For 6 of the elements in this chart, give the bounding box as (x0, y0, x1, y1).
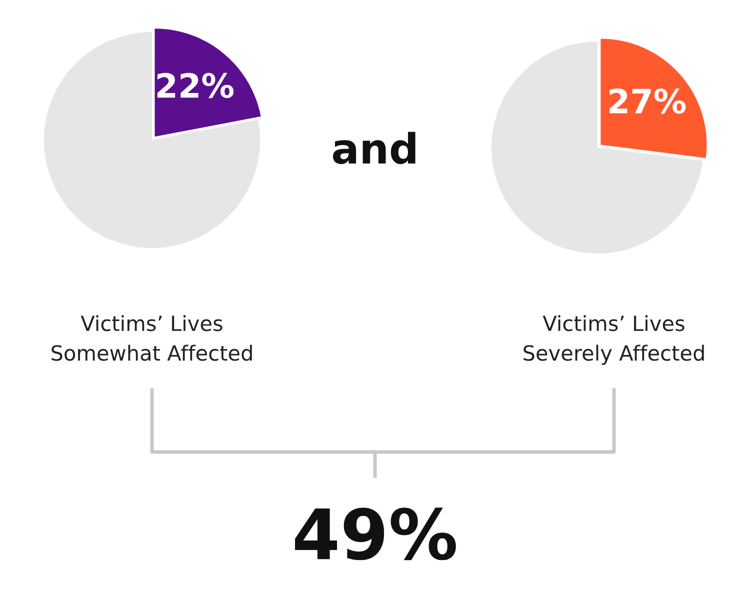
text: Victims’ Lives Severely Affected (524, 315, 704, 365)
data-label: 22% (157, 72, 234, 98)
text: Victims’ Lives Somewhat Affected (52, 315, 252, 361)
text: and (332, 132, 416, 164)
text: 49% (295, 508, 456, 560)
data-label: 27% (610, 88, 686, 114)
